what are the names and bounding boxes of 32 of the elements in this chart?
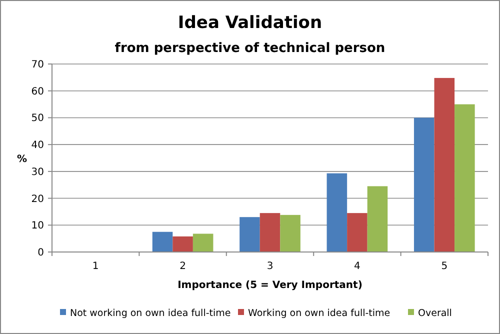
x-tick-label: 4 bbox=[354, 261, 360, 272]
bar bbox=[240, 217, 260, 252]
bar bbox=[326, 173, 348, 252]
bar bbox=[414, 118, 434, 252]
y-tick-label: 50 bbox=[31, 113, 44, 124]
bar bbox=[280, 214, 300, 252]
bar bbox=[454, 104, 475, 252]
y-tick-label: 40 bbox=[31, 140, 44, 152]
legend-label: Overall bbox=[418, 308, 452, 319]
bar bbox=[260, 213, 280, 252]
bar bbox=[434, 78, 455, 252]
chart-title: Idea Validation bbox=[178, 13, 322, 33]
y-tick-label: 70 bbox=[31, 60, 44, 70]
bar bbox=[172, 236, 193, 252]
bar bbox=[367, 186, 388, 252]
x-tick-label: 5 bbox=[441, 261, 448, 272]
bar bbox=[347, 213, 368, 252]
y-tick-label: 60 bbox=[31, 86, 44, 98]
y-tick-label: 30 bbox=[31, 166, 44, 178]
x-tick-label: 2 bbox=[180, 261, 186, 272]
legend-label: Not working on own idea full-time bbox=[70, 308, 231, 319]
x-tick-label: 1 bbox=[92, 261, 99, 272]
bar bbox=[192, 234, 214, 252]
y-tick-label: 0 bbox=[38, 248, 44, 258]
y-tick-label: 10 bbox=[31, 220, 44, 232]
chart-subtitle: from perspective of technical person bbox=[114, 41, 386, 56]
y-tick-label: 20 bbox=[31, 194, 44, 205]
x-tick-label: 3 bbox=[266, 261, 274, 272]
y-axis-title: % bbox=[16, 154, 28, 165]
bar bbox=[152, 232, 173, 252]
x-axis-title: Importance (5 = Very Important) bbox=[178, 280, 362, 291]
legend-label: Working on own idea full-time bbox=[248, 308, 390, 319]
